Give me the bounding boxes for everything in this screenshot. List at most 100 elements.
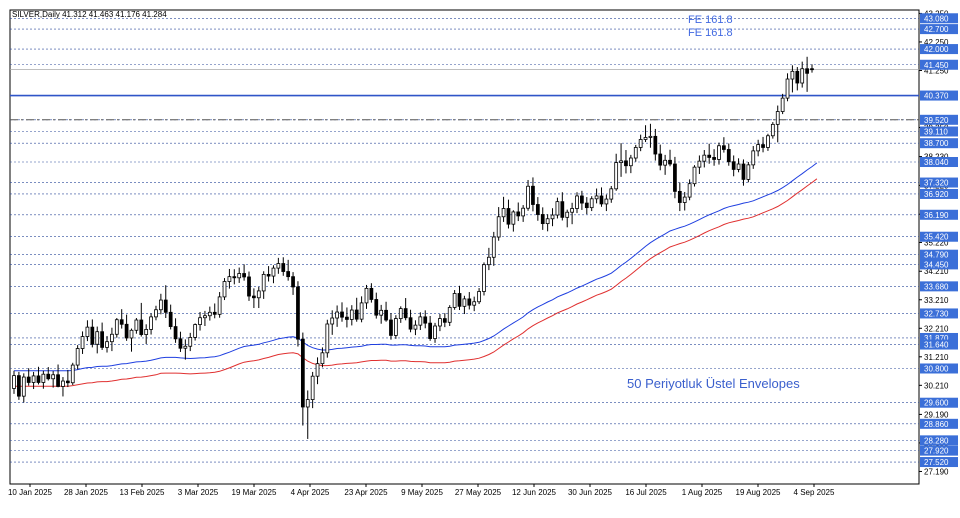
level-box-label: 39.110 [924,127,948,136]
level-box-label: 27.520 [924,458,949,467]
date-tick-label: 13 Feb 2025 [120,488,165,497]
level-box [920,114,958,125]
level-box-label: 36.190 [924,211,949,220]
candle-body [129,329,134,339]
candle-body [516,211,521,217]
candle-body [398,308,403,319]
candle-body [643,137,648,140]
price-tick-label: 32.210 [924,324,949,333]
candle-body [604,198,609,205]
candle-body [212,311,217,315]
candle-body [501,208,506,218]
candle-body [413,324,418,330]
level-box-label: 41.450 [924,61,949,70]
candle-body [95,331,100,345]
candle-body [134,319,139,331]
level-box [920,209,958,220]
level-box-label: 35.420 [924,233,949,242]
candle-body [668,159,672,165]
candle-body [731,161,736,170]
candle-body [119,319,124,325]
grid-layer [9,9,920,485]
candle-body [247,276,251,297]
fe-label-top: FE 161.8 [688,14,733,26]
level-box [920,44,958,55]
date-tick-label: 4 Sep 2025 [794,488,835,497]
candle-body [281,263,286,272]
level-box-label: 27.920 [924,447,949,456]
candle-body [193,324,198,338]
date-tick-label: 10 Jan 2025 [8,488,53,497]
level-box [920,435,958,446]
date-tick-label: 28 Jan 2025 [64,488,109,497]
candle-body [775,111,780,125]
candle-body [266,273,271,277]
candle-body [496,216,501,238]
candle-body [795,70,800,84]
candle-body [633,147,638,159]
price-tick-label: 27.190 [924,467,949,476]
candle-body [36,375,41,383]
level-box [920,259,958,270]
candle-body [335,311,339,319]
candle-body [75,348,80,366]
date-tick-label: 9 May 2025 [401,488,443,497]
price-tick-label: 30.210 [924,381,949,390]
candle-body [638,139,643,148]
candle-body [589,198,594,209]
candle-body [457,293,462,307]
price-tick-label: 29.190 [924,410,949,419]
candle-body [46,373,51,380]
candle-body [349,309,354,320]
candle-body [756,144,761,152]
level-box [920,231,958,242]
candle-body [467,298,472,306]
level-box [920,90,958,101]
candle-body [418,316,423,326]
date-tick-label: 27 May 2025 [455,488,502,497]
candle-body [173,326,178,340]
level-box [920,457,958,468]
candle-body [594,195,599,200]
candle-body [154,309,158,318]
level-box [920,339,958,350]
candle-body [242,273,246,278]
candle-body [359,302,364,320]
candle-body [452,293,457,308]
candle-body [393,318,398,336]
axis-layer: 43.25042.25041.25039.25038.23037.22036.2… [8,9,958,497]
candle-body [584,202,589,209]
candle-body [198,317,202,325]
level-box-label: 28.860 [924,420,949,429]
symbol-name: SILVER,Daily [12,10,60,19]
candle-body [320,352,325,365]
candle-body [736,163,741,170]
candle-body [114,319,119,335]
candle-body [178,338,183,349]
candle-body [565,211,570,218]
candle-body [535,204,540,215]
level-box [920,249,958,260]
candle-body [599,195,604,205]
candle-body [677,190,682,203]
candle-body [722,145,726,150]
envelope-layer [14,162,818,387]
level-box [920,363,958,374]
candle-body [477,291,481,303]
date-tick-label: 1 Aug 2025 [682,488,723,497]
candle-body [433,325,437,339]
candle-body [506,208,511,225]
candle-body [609,188,614,200]
candle-body [222,281,227,298]
candle-body [325,323,330,354]
lower-envelope-line [14,178,818,387]
candle-body [540,214,545,225]
candle-body [237,273,242,279]
level-box [920,13,958,24]
candle-body [712,157,716,160]
level-box [920,281,958,292]
candle-body [291,276,295,288]
candle-body [717,145,721,160]
candle-body [575,195,579,209]
level-box [920,177,958,188]
